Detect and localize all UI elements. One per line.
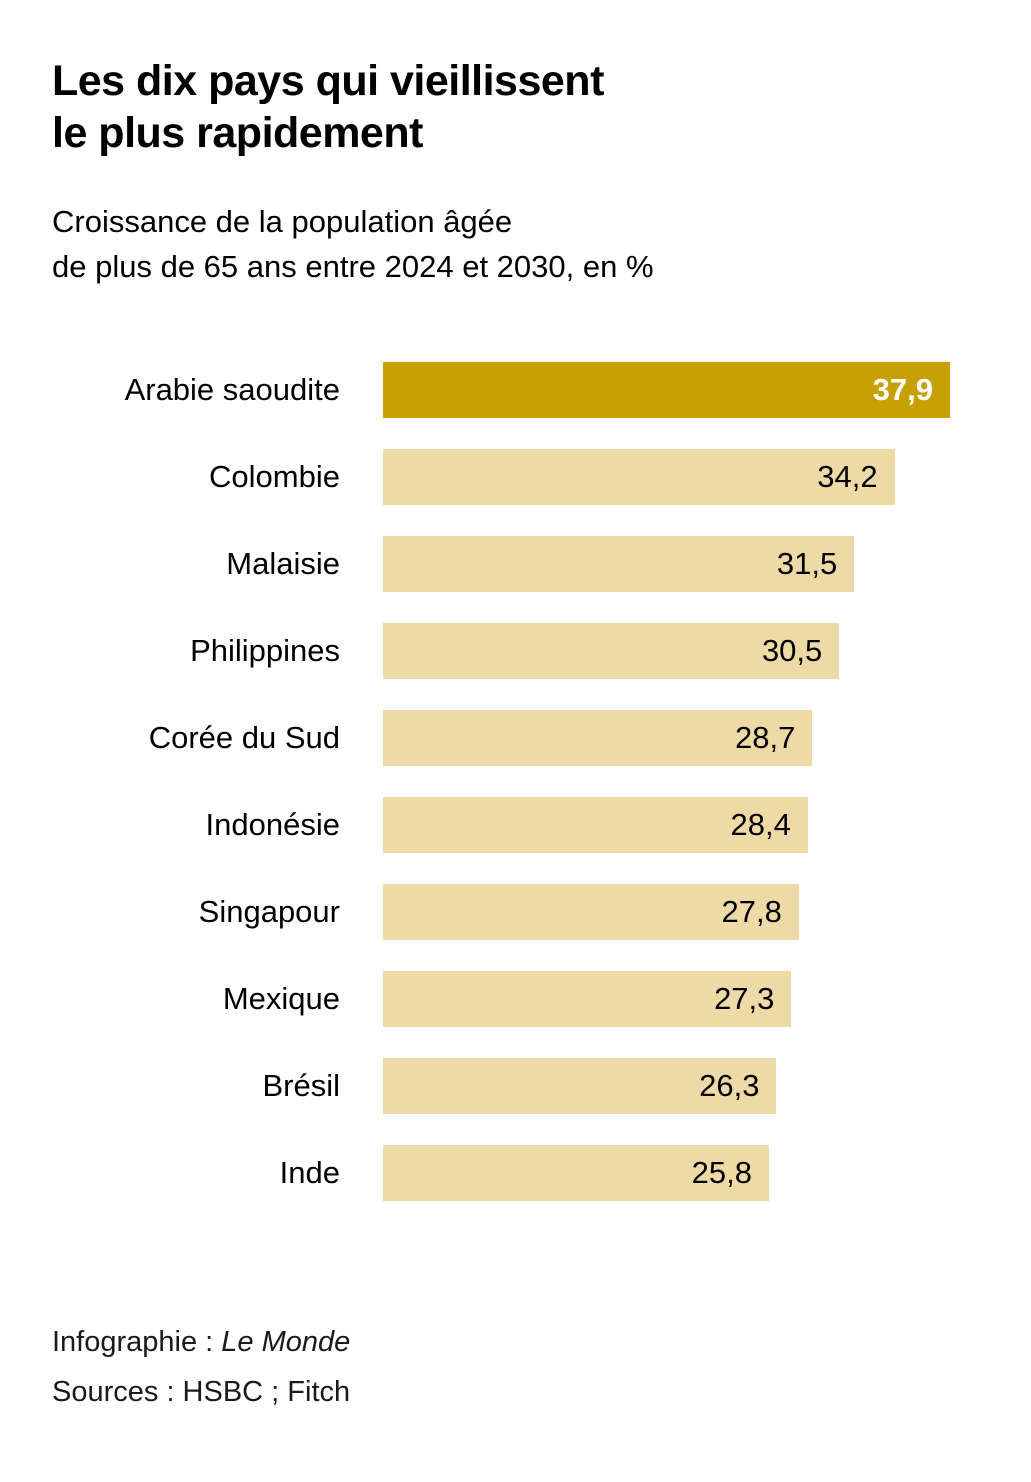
bar-row: Singapour 27,8: [52, 883, 979, 940]
bar-track: 26,3: [383, 1057, 950, 1114]
bar-value: 37,9: [872, 371, 933, 407]
bar-track: 37,9: [383, 361, 950, 418]
bar-track: 34,2: [383, 448, 950, 505]
bar-row: Inde 25,8: [52, 1144, 979, 1201]
bar: 26,3: [383, 1057, 777, 1114]
bar-row: Corée du Sud 28,7: [52, 709, 979, 766]
bar-chart: Arabie saoudite 37,9 Colombie 34,2 Malaisie 3…: [52, 361, 979, 1201]
bar-label: Brésil: [262, 1067, 340, 1103]
bar-row: Philippines 30,5: [52, 622, 979, 679]
bar-value: 30,5: [761, 632, 823, 668]
bar: 27,8: [383, 883, 799, 940]
bar: 28,7: [383, 709, 813, 766]
bar-track: 31,5: [383, 535, 950, 592]
bar-track: 27,8: [383, 883, 950, 940]
bar-row: Mexique 27,3: [52, 970, 979, 1027]
bar-track: 27,3: [383, 970, 950, 1027]
bar-value: 28,4: [730, 806, 791, 842]
bar-value: 27,3: [714, 980, 775, 1016]
bar-value: 26,3: [699, 1067, 760, 1103]
credit-label: Infographie :: [52, 1326, 222, 1358]
bar-track: 28,7: [383, 709, 950, 766]
bar-row: Malaisie 31,5: [52, 535, 979, 592]
bar-value: 25,8: [691, 1154, 752, 1190]
bar-label: Indonésie: [205, 806, 340, 842]
bar-value: 31,5: [776, 545, 838, 581]
bar-label: Corée du Sud: [148, 719, 340, 755]
bar-row: Arabie saoudite 37,9: [52, 361, 979, 418]
bar-track: 30,5: [383, 622, 950, 679]
bar-label: Malaisie: [226, 545, 340, 581]
bar-label: Singapour: [198, 893, 340, 929]
bar: 25,8: [383, 1144, 769, 1201]
credit-value: Le Monde: [221, 1326, 351, 1358]
bar-label: Arabie saoudite: [124, 371, 340, 407]
bar-label: Inde: [279, 1154, 340, 1190]
bar-label: Mexique: [222, 980, 340, 1016]
bar-row: Brésil 26,3: [52, 1057, 979, 1114]
bar-track: 25,8: [383, 1144, 950, 1201]
footer: Infographie : Le Monde Sources : HSBC ; …: [52, 1318, 350, 1418]
bar: 37,9: [383, 361, 950, 418]
bar-row: Colombie 34,2: [52, 448, 979, 505]
chart-title: Les dix pays qui vieillissent le plus ra…: [52, 57, 604, 158]
bar: 34,2: [383, 448, 895, 505]
credit-line: Infographie : Le Monde: [52, 1318, 350, 1368]
bar-track: 28,4: [383, 796, 950, 853]
bar-label: Colombie: [209, 458, 340, 494]
chart-subtitle: Croissance de la population âgée de plus…: [52, 203, 654, 284]
bar: 30,5: [383, 622, 840, 679]
bar-label: Philippines: [190, 632, 340, 668]
bar-value: 34,2: [817, 458, 878, 494]
bar: 31,5: [383, 535, 855, 592]
bar: 27,3: [383, 970, 792, 1027]
bar-row: Indonésie 28,4: [52, 796, 979, 853]
bar-value: 27,8: [721, 893, 782, 929]
bar-value: 28,7: [735, 719, 796, 755]
sources-line: Sources : HSBC ; Fitch: [52, 1375, 351, 1408]
bar: 28,4: [383, 796, 808, 853]
